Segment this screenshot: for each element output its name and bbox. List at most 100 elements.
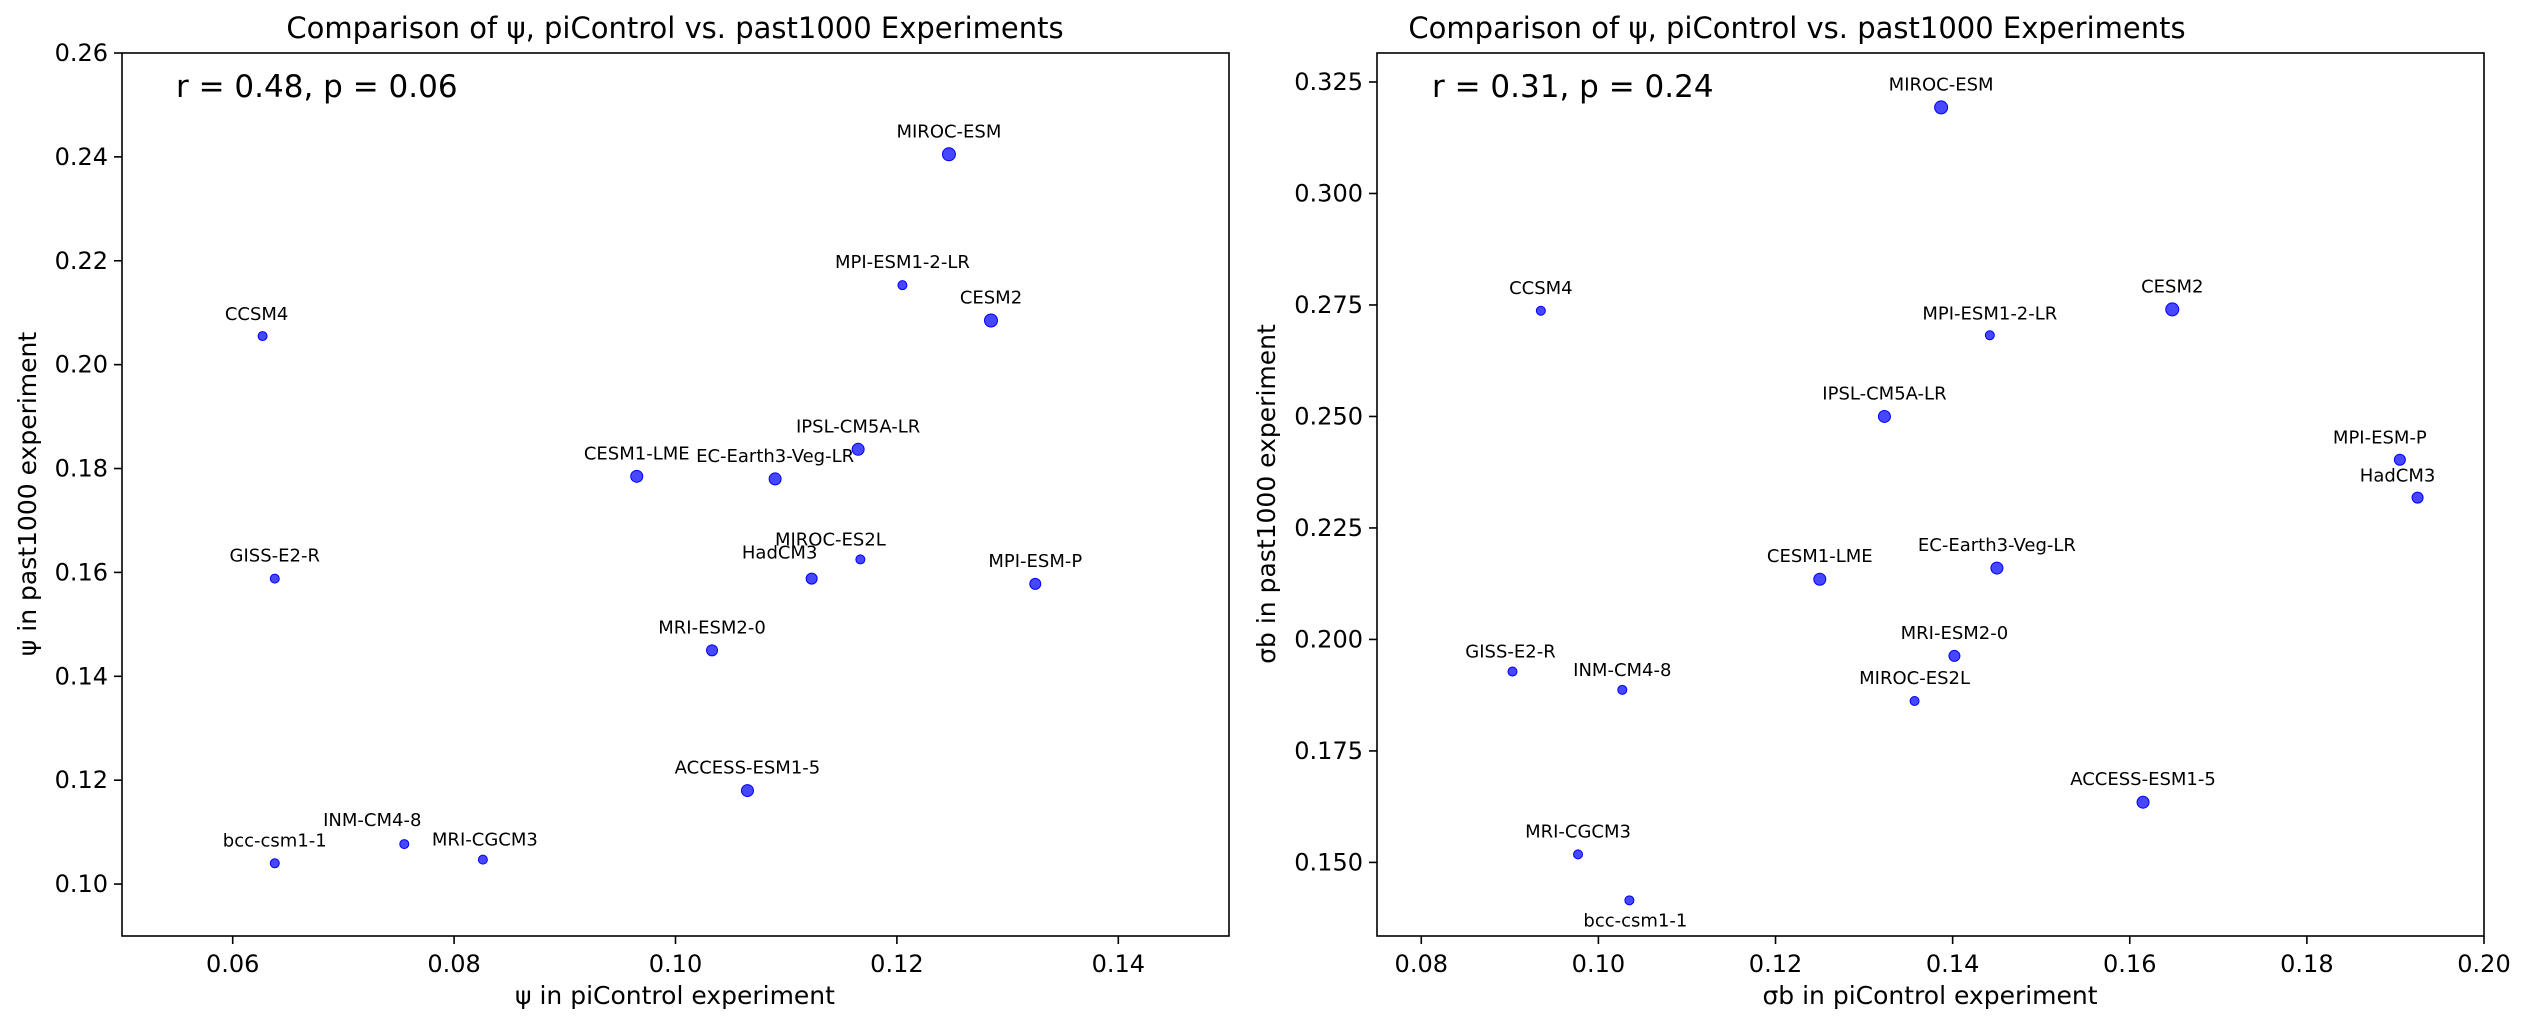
left-y-tick-label: 0.14	[55, 662, 108, 690]
left-ticks: 0.06 0.08 0.10 0.12 0.14 0.10 0.12 0.14 0.16 0.18…	[55, 39, 1145, 978]
left-point-label-mpi-esm-p: MPI-ESM-P	[988, 551, 1082, 572]
left-point-ec-earth3-veg-lr	[768, 472, 782, 486]
right-y-tick-label: 0.175	[1294, 737, 1363, 765]
right-x-tick-label: 0.10	[1572, 950, 1625, 978]
left-point-label-access-esm1-5: ACCESS-ESM1-5	[675, 758, 821, 779]
right-x-tick-label: 0.14	[1926, 950, 1979, 978]
right-point-ipsl-cm5a-lr	[1877, 409, 1891, 423]
right-point-label-inm-cm4-8: INM-CM4-8	[1573, 660, 1671, 681]
right-y-tick-label: 0.275	[1294, 291, 1363, 319]
right-point-mri-cgcm3	[1573, 849, 1584, 860]
left-point-bcc-csm1-1	[269, 858, 280, 869]
left-point-label-miroc-es2l: MIROC-ES2L	[775, 529, 886, 550]
left-y-tick-label: 0.26	[55, 39, 108, 67]
left-x-tick-label: 0.12	[870, 950, 923, 978]
right-x-tick-label: 0.18	[2280, 950, 2333, 978]
right-y-axis-label: σb in past1000 experiment	[1252, 324, 1281, 664]
left-y-tick-label: 0.16	[55, 558, 108, 586]
right-point-mpi-esm1-2-lr	[1984, 330, 1995, 341]
right-y-tick-label: 0.325	[1294, 68, 1363, 96]
right-y-tick-label: 0.250	[1294, 402, 1363, 430]
right-point-bcc-csm1-1	[1624, 895, 1635, 906]
left-point-hadcm3	[805, 572, 818, 585]
right-point-label-ipsl-cm5a-lr: IPSL-CM5A-LR	[1822, 383, 1946, 404]
left-point-miroc-es2l	[855, 554, 866, 565]
right-chart-title: Comparison of ψ, piControl vs. past1000 …	[1408, 11, 2185, 45]
left-point-miroc-esm	[941, 147, 956, 162]
left-point-cesm2	[983, 313, 998, 328]
right-plot-frame	[1376, 52, 2485, 937]
right-x-tick-label: 0.12	[1749, 950, 1802, 978]
left-point-ipsl-cm5a-lr	[851, 442, 865, 456]
left-y-axis-label: ψ in past1000 experiment	[13, 332, 42, 657]
left-point-label-miroc-esm: MIROC-ESM	[896, 121, 1001, 142]
right-point-ec-earth3-veg-lr	[1990, 561, 2004, 575]
right-point-label-access-esm1-5: ACCESS-ESM1-5	[2070, 769, 2216, 790]
right-point-ccsm4	[1535, 305, 1546, 316]
left-point-label-mri-esm2-0: MRI-ESM2-0	[658, 617, 766, 638]
left-y-tick-label: 0.22	[55, 247, 108, 275]
right-point-label-giss-e2-r: GISS-E2-R	[1465, 642, 1555, 663]
right-point-label-mri-esm2-0: MRI-ESM2-0	[1901, 623, 2009, 644]
left-point-inm-cm4-8	[399, 839, 410, 850]
right-point-label-ec-earth3-veg-lr: EC-Earth3-Veg-LR	[1918, 535, 2076, 556]
right-point-label-hadcm3: HadCM3	[2360, 466, 2436, 487]
right-points: MIROC-ESM CCSM4 CESM2 MPI-ESM1-2-LR IPSL-CM5…	[1465, 74, 2435, 931]
left-y-tick-label: 0.12	[55, 766, 108, 794]
right-x-tick-label: 0.08	[1395, 950, 1448, 978]
left-point-label-inm-cm4-8: INM-CM4-8	[323, 810, 421, 831]
right-point-label-mri-cgcm3: MRI-CGCM3	[1525, 821, 1631, 842]
right-y-tick-label: 0.150	[1294, 848, 1363, 876]
right-point-label-bcc-csm1-1: bcc-csm1-1	[1583, 910, 1687, 931]
left-point-label-ipsl-cm5a-lr: IPSL-CM5A-LR	[796, 416, 920, 437]
right-y-tick-label: 0.225	[1294, 514, 1363, 542]
right-point-label-mpi-esm-p: MPI-ESM-P	[2333, 428, 2427, 449]
left-correlation-annotation: r = 0.48, p = 0.06	[176, 69, 458, 105]
left-point-label-giss-e2-r: GISS-E2-R	[230, 546, 320, 567]
left-point-giss-e2-r	[269, 573, 280, 584]
left-y-tick-label: 0.20	[55, 351, 108, 379]
right-point-label-miroc-es2l: MIROC-ES2L	[1859, 668, 1970, 689]
left-point-mri-esm2-0	[706, 644, 719, 657]
left-point-label-ccsm4: CCSM4	[225, 304, 289, 325]
left-point-ccsm4	[257, 331, 268, 342]
right-point-cesm2	[2165, 302, 2180, 317]
right-point-label-ccsm4: CCSM4	[1509, 278, 1573, 299]
right-correlation-annotation: r = 0.31, p = 0.24	[1432, 69, 1714, 105]
left-y-tick-label: 0.10	[55, 870, 108, 898]
right-point-label-mpi-esm1-2-lr: MPI-ESM1-2-LR	[1922, 303, 2057, 324]
left-x-tick-label: 0.10	[649, 950, 702, 978]
left-point-label-mpi-esm1-2-lr: MPI-ESM1-2-LR	[835, 252, 970, 273]
right-point-access-esm1-5	[2136, 795, 2150, 809]
right-point-hadcm3	[2411, 491, 2424, 504]
left-point-label-mri-cgcm3: MRI-CGCM3	[432, 830, 538, 851]
left-point-label-ec-earth3-veg-lr: EC-Earth3-Veg-LR	[696, 446, 854, 467]
right-point-miroc-esm	[1934, 100, 1949, 115]
right-point-mpi-esm-p	[2393, 453, 2406, 466]
right-ticks: 0.08 0.10 0.12 0.14 0.16 0.18 0.20 0.150 0.175 0.…	[1294, 68, 2510, 978]
right-point-label-cesm1-lme: CESM1-LME	[1767, 546, 1873, 567]
right-point-giss-e2-r	[1507, 666, 1518, 677]
left-x-tick-label: 0.06	[206, 950, 259, 978]
right-point-mri-esm2-0	[1948, 649, 1961, 662]
right-point-miroc-es2l	[1909, 695, 1920, 706]
left-x-axis-label: ψ in piControl experiment	[515, 981, 835, 1010]
right-point-cesm1-lme	[1813, 572, 1827, 586]
right-x-tick-label: 0.16	[2103, 950, 2156, 978]
left-point-mpi-esm1-2-lr	[897, 280, 908, 291]
left-panel: Comparison of ψ, piControl vs. past1000 …	[13, 11, 1230, 1010]
right-panel: Comparison of ψ, piControl vs. past1000 …	[1252, 11, 2511, 1010]
left-y-tick-label: 0.24	[55, 143, 108, 171]
right-point-label-miroc-esm: MIROC-ESM	[1889, 74, 1994, 95]
left-point-label-bcc-csm1-1: bcc-csm1-1	[223, 830, 327, 851]
left-point-cesm1-lme	[630, 469, 644, 483]
right-point-label-cesm2: CESM2	[2141, 276, 2203, 297]
right-x-axis-label: σb in piControl experiment	[1762, 981, 2097, 1010]
left-point-mri-cgcm3	[477, 854, 488, 865]
left-plot-frame	[121, 52, 1230, 937]
right-y-tick-label: 0.300	[1294, 179, 1363, 207]
left-x-tick-label: 0.14	[1092, 950, 1145, 978]
right-y-tick-label: 0.200	[1294, 625, 1363, 653]
left-points: MIROC-ESM MPI-ESM1-2-LR CESM2 CCSM4 IPSL-CM5…	[223, 121, 1082, 869]
